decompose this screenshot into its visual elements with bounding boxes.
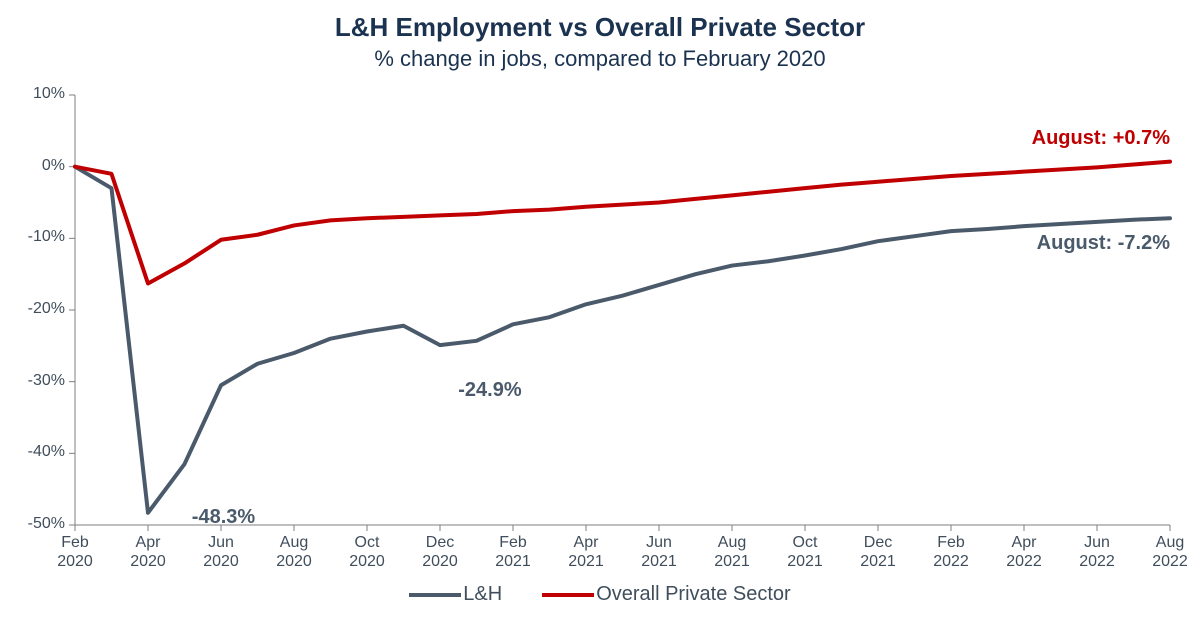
chart-annotation: -24.9% [458, 379, 521, 402]
y-tick-label: -20% [28, 300, 65, 318]
legend-item: Overall Private Sector [542, 583, 791, 606]
y-tick-label: -10% [28, 228, 65, 246]
x-tick-label: Aug 2020 [254, 533, 334, 571]
x-tick-label: Oct 2020 [327, 533, 407, 571]
legend-swatch [542, 593, 594, 597]
y-tick-label: 10% [33, 85, 65, 103]
legend-item: L&H [409, 583, 502, 606]
x-tick-label: Jun 2021 [619, 533, 699, 571]
series-line [75, 167, 1170, 513]
legend-label: L&H [463, 583, 502, 606]
x-tick-label: Dec 2021 [838, 533, 918, 571]
y-tick-label: -50% [28, 515, 65, 533]
x-tick-label: Aug 2022 [1130, 533, 1200, 571]
x-tick-label: Apr 2020 [108, 533, 188, 571]
x-tick-label: Feb 2020 [35, 533, 115, 571]
x-tick-label: Aug 2021 [692, 533, 772, 571]
x-tick-label: Feb 2021 [473, 533, 553, 571]
x-tick-label: Oct 2021 [765, 533, 845, 571]
chart-annotation: -48.3% [192, 506, 255, 529]
legend-swatch [409, 593, 461, 597]
chart-legend: L&H Overall Private Sector [0, 583, 1200, 606]
x-tick-label: Feb 2022 [911, 533, 991, 571]
series-line [75, 162, 1170, 284]
chart-annotation: August: -7.2% [1037, 232, 1170, 255]
chart-annotation: August: +0.7% [1032, 127, 1170, 150]
employment-line-chart: L&H Employment vs Overall Private Sector… [0, 0, 1200, 634]
y-tick-label: -40% [28, 443, 65, 461]
legend-label: Overall Private Sector [596, 583, 791, 606]
x-tick-label: Jun 2022 [1057, 533, 1137, 571]
x-tick-label: Jun 2020 [181, 533, 261, 571]
y-tick-label: -30% [28, 372, 65, 390]
x-tick-label: Apr 2021 [546, 533, 626, 571]
x-tick-label: Dec 2020 [400, 533, 480, 571]
x-tick-label: Apr 2022 [984, 533, 1064, 571]
y-tick-label: 0% [42, 157, 65, 175]
